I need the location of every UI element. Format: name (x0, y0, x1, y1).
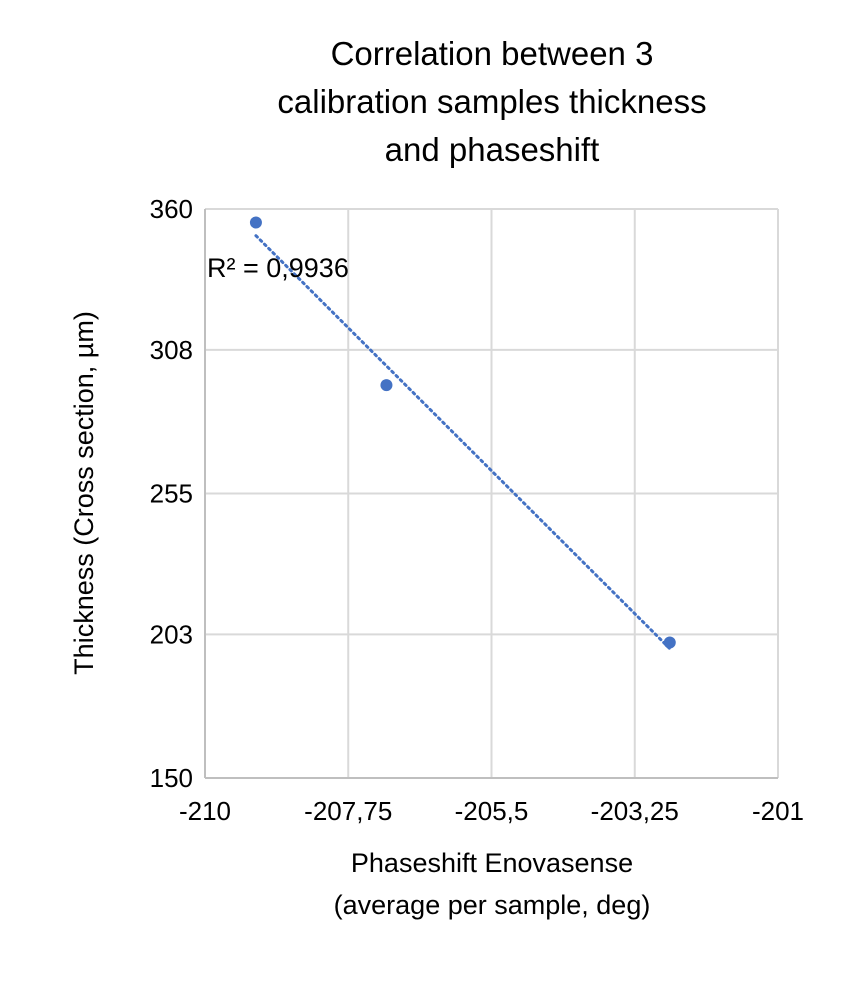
x-axis-title-line-2: (average per sample, deg) (334, 890, 651, 920)
trendline-layer (254, 234, 672, 651)
y-tick-label: 308 (150, 335, 193, 365)
x-tick-label: -203,25 (591, 796, 679, 826)
chart-title-line-1: Correlation between 3 (331, 35, 654, 72)
x-tick-label: -201 (752, 796, 804, 826)
y-tick-label: 203 (150, 619, 193, 649)
chart-title-line-2: calibration samples thickness (277, 83, 706, 120)
chart-title-line-3: and phaseshift (385, 131, 600, 168)
y-tick-label: 360 (150, 194, 193, 224)
tick-labels: 150 203 255 308 360 -210 -207,75 -205,5 -203,25 -… (150, 194, 804, 826)
data-point (663, 636, 676, 649)
y-tick-label: 255 (150, 479, 193, 509)
axes (204, 209, 778, 779)
y-axis-title: Thickness (Cross section, µm) (69, 311, 99, 675)
x-axis-title-line-1: Phaseshift Enovasense (351, 848, 633, 878)
gridlines (205, 208, 779, 778)
data-point (249, 216, 262, 229)
x-tick-label: -210 (179, 796, 231, 826)
data-point (380, 379, 393, 392)
x-tick-label: -207,75 (304, 796, 392, 826)
data-points (249, 216, 676, 649)
x-tick-label: -205,5 (455, 796, 529, 826)
r-squared-label: R² = 0,9936 (207, 253, 349, 283)
trendline (254, 234, 672, 651)
y-tick-label: 150 (150, 763, 193, 793)
